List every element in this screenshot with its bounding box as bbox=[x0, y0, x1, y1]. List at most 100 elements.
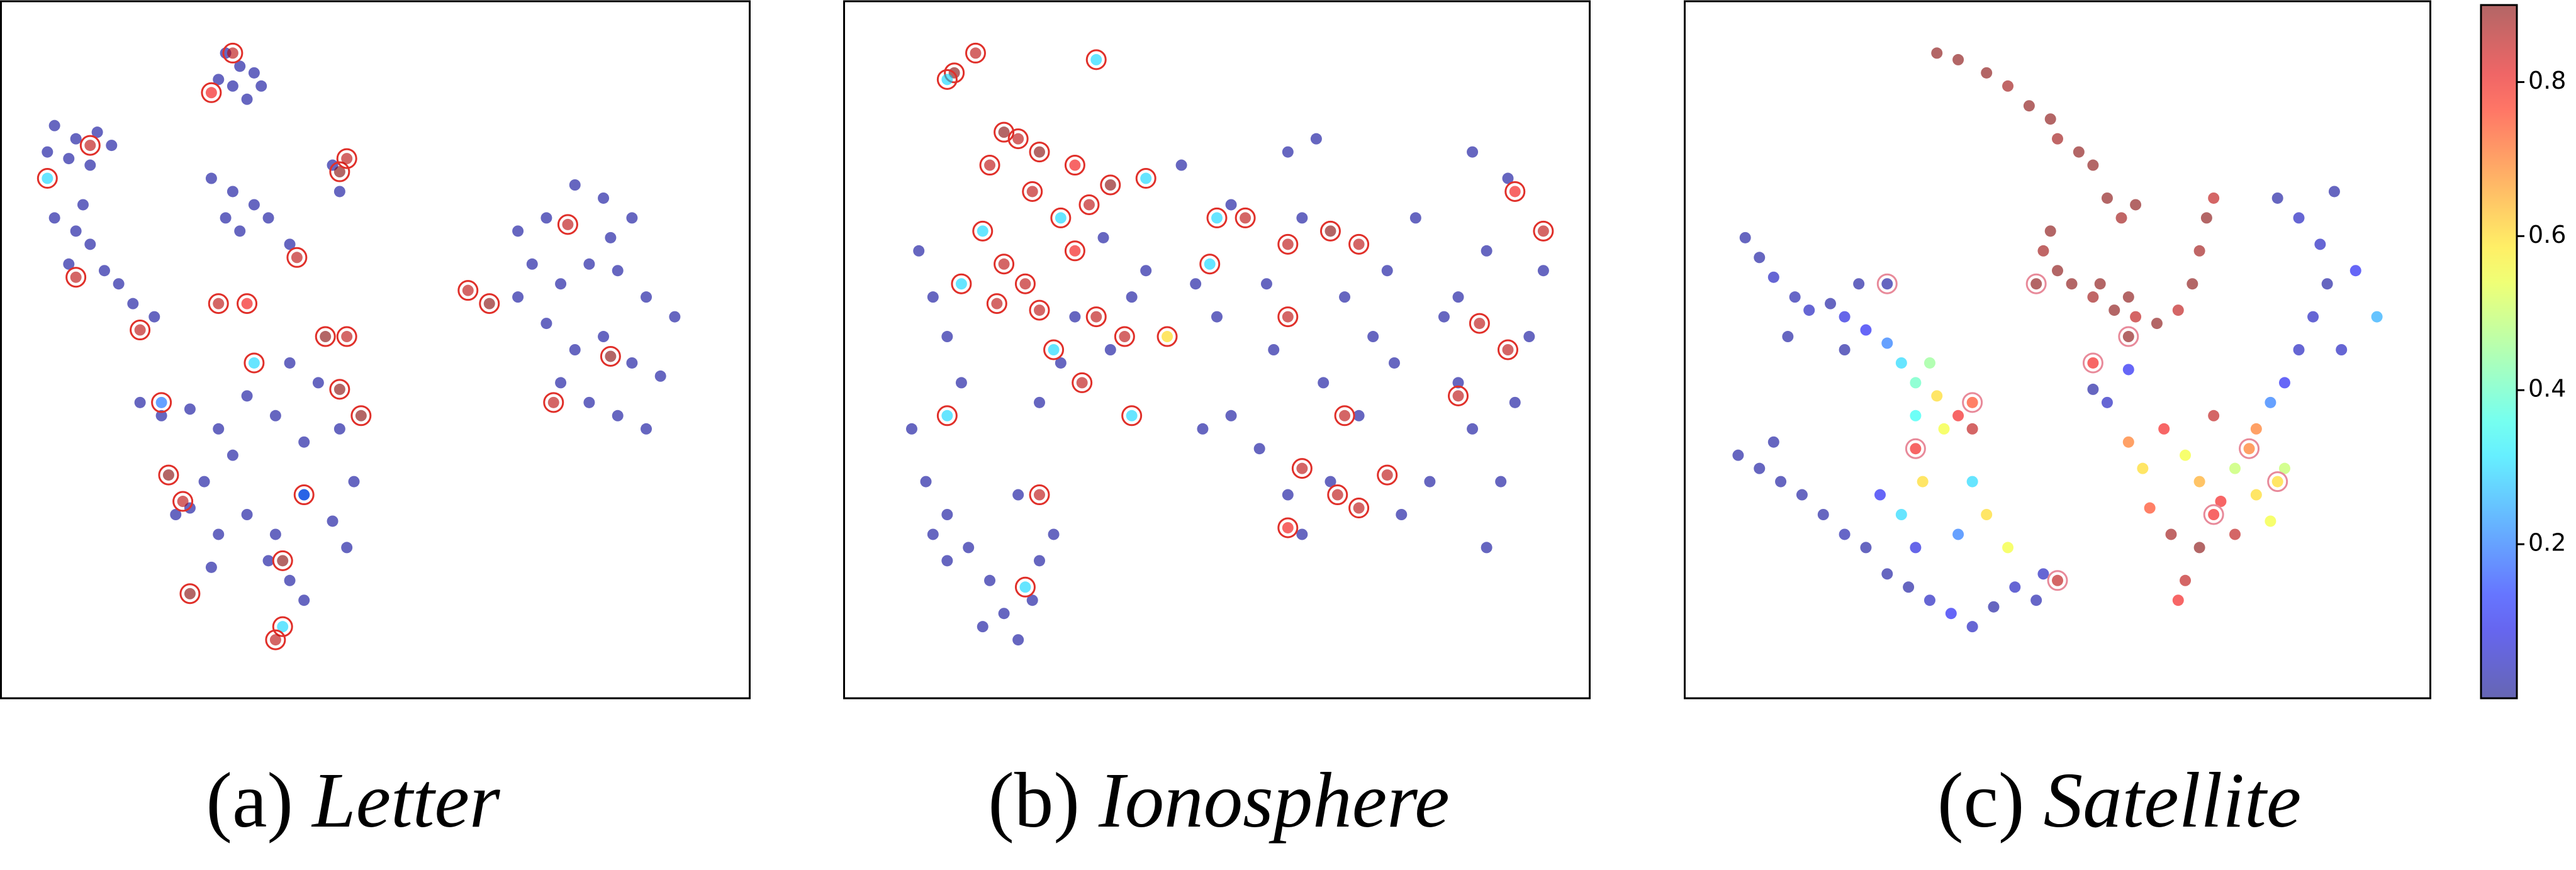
colorbar-tick-label: 0.4 bbox=[2528, 375, 2566, 403]
point bbox=[2073, 146, 2085, 158]
point bbox=[42, 172, 53, 184]
point bbox=[2321, 278, 2333, 290]
point bbox=[1739, 231, 1751, 243]
point-ring bbox=[994, 254, 1015, 275]
point-ring bbox=[479, 293, 500, 315]
point bbox=[113, 278, 125, 290]
point bbox=[1162, 331, 1173, 343]
caption: (a) Letter bbox=[206, 757, 501, 844]
point bbox=[2278, 462, 2290, 474]
point bbox=[170, 509, 182, 520]
point bbox=[1467, 146, 1479, 158]
point bbox=[1523, 331, 1535, 343]
point bbox=[2087, 357, 2099, 369]
point bbox=[2193, 245, 2205, 257]
point bbox=[234, 60, 246, 72]
point bbox=[555, 377, 567, 389]
point bbox=[2087, 291, 2099, 303]
point bbox=[1881, 337, 1893, 349]
point bbox=[70, 271, 82, 283]
point bbox=[1910, 542, 1922, 554]
point-ring bbox=[265, 629, 286, 650]
point bbox=[255, 80, 267, 92]
point-ring bbox=[130, 320, 151, 341]
point bbox=[134, 396, 146, 408]
point bbox=[84, 238, 96, 250]
point bbox=[2023, 100, 2035, 112]
point bbox=[1104, 344, 1116, 355]
point bbox=[1034, 555, 1045, 567]
point bbox=[1019, 581, 1031, 593]
point bbox=[2193, 542, 2205, 554]
point bbox=[1502, 344, 1514, 355]
point-ring bbox=[244, 352, 265, 374]
caption: (c) Satellite bbox=[1937, 757, 2301, 844]
point bbox=[1034, 489, 1045, 501]
point bbox=[2144, 502, 2156, 514]
point bbox=[2293, 344, 2305, 355]
colorbar-tick-label: 0.8 bbox=[2528, 67, 2566, 94]
point bbox=[1775, 476, 1787, 488]
point bbox=[1034, 396, 1045, 408]
point bbox=[2101, 192, 2113, 204]
point-ring bbox=[2082, 352, 2103, 374]
point bbox=[977, 225, 988, 237]
point bbox=[1966, 476, 1978, 488]
point bbox=[540, 212, 552, 224]
point bbox=[234, 225, 246, 237]
point bbox=[562, 218, 574, 230]
point bbox=[1204, 258, 1216, 270]
point bbox=[547, 396, 559, 408]
point bbox=[1339, 410, 1351, 421]
point bbox=[1019, 278, 1031, 290]
point-ring bbox=[1277, 233, 1299, 255]
point bbox=[2044, 113, 2056, 125]
point bbox=[1396, 509, 1408, 520]
caption-prefix: (c) bbox=[1937, 757, 2025, 844]
point bbox=[1282, 238, 1294, 250]
point-ring bbox=[1114, 326, 1135, 347]
point-ring bbox=[1085, 49, 1107, 70]
point-ring bbox=[315, 326, 336, 347]
point-ring bbox=[543, 392, 564, 413]
caption-title: Satellite bbox=[2044, 757, 2302, 844]
point bbox=[1767, 271, 1779, 283]
point bbox=[1853, 278, 1865, 290]
point bbox=[127, 298, 139, 310]
point bbox=[2208, 192, 2220, 204]
point bbox=[1537, 225, 1549, 237]
point bbox=[220, 212, 232, 224]
point bbox=[512, 291, 524, 303]
point-ring bbox=[936, 69, 958, 90]
point-ring bbox=[951, 273, 972, 294]
point bbox=[626, 212, 638, 224]
point-ring bbox=[994, 121, 1015, 143]
point bbox=[341, 331, 353, 343]
point-ring bbox=[1029, 484, 1050, 506]
point bbox=[2215, 496, 2227, 508]
point bbox=[1481, 245, 1492, 257]
point-ring bbox=[1497, 339, 1518, 360]
point bbox=[1452, 291, 1464, 303]
point bbox=[1282, 489, 1294, 501]
point bbox=[605, 350, 617, 362]
point-ring bbox=[1469, 313, 1490, 334]
caption-prefix: (b) bbox=[988, 757, 1080, 844]
point bbox=[955, 278, 967, 290]
point bbox=[1796, 489, 1808, 501]
point bbox=[2151, 318, 2163, 330]
point-ring bbox=[1504, 181, 1526, 202]
point bbox=[91, 126, 103, 138]
point bbox=[184, 403, 196, 415]
point bbox=[1839, 311, 1851, 323]
point bbox=[177, 496, 189, 508]
point bbox=[48, 212, 60, 224]
point bbox=[1012, 133, 1024, 145]
point bbox=[213, 423, 225, 435]
point bbox=[991, 298, 1003, 310]
point bbox=[155, 396, 167, 408]
point bbox=[1839, 344, 1851, 355]
point bbox=[1069, 159, 1081, 171]
point bbox=[98, 265, 110, 277]
point bbox=[84, 159, 96, 171]
